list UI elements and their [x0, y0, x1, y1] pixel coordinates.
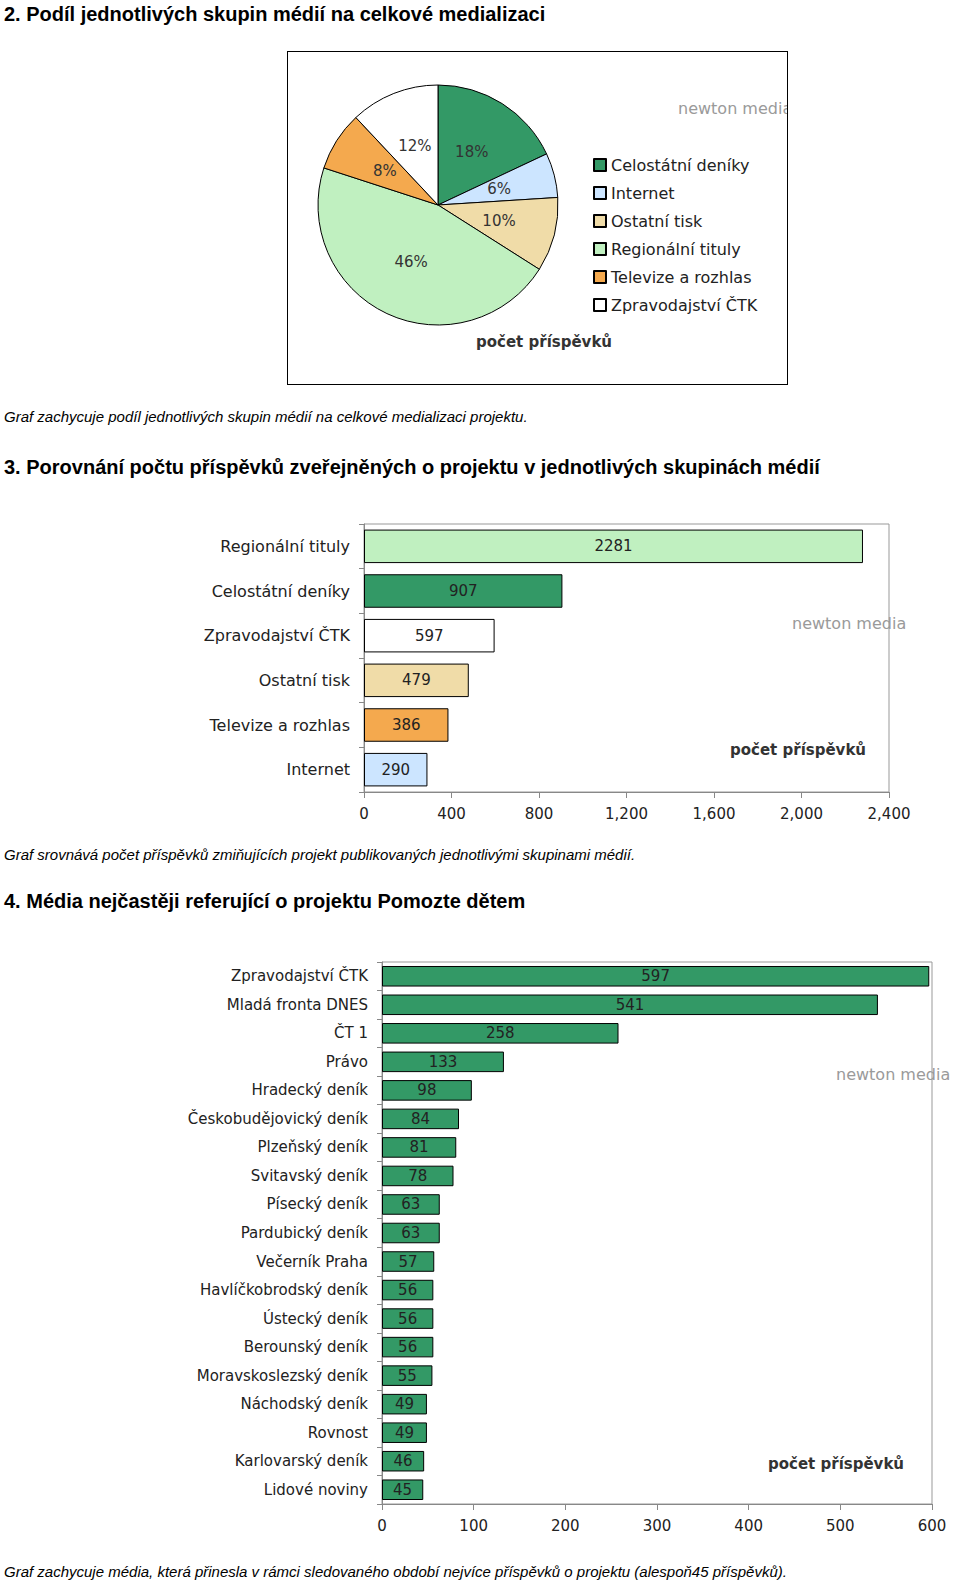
svg-text:12%: 12%: [398, 137, 431, 155]
svg-text:Hradecký deník: Hradecký deník: [251, 1081, 368, 1099]
svg-text:Televize a rozhlas: Televize a rozhlas: [209, 716, 350, 735]
svg-text:100: 100: [459, 1517, 488, 1535]
svg-text:258: 258: [486, 1024, 515, 1042]
svg-text:Plzeňský deník: Plzeňský deník: [257, 1138, 368, 1156]
svg-text:newton media: newton media: [836, 1065, 950, 1084]
svg-text:Ostatní tisk: Ostatní tisk: [259, 671, 351, 690]
svg-text:1,200: 1,200: [605, 805, 648, 823]
svg-text:46%: 46%: [395, 253, 428, 271]
svg-text:200: 200: [551, 1517, 580, 1535]
html-text:Graf zachycuje média, která př: Graf zachycuje média, která přinesla v r…: [4, 1563, 787, 1580]
svg-text:Rovnost: Rovnost: [308, 1424, 368, 1442]
svg-text:Svitavský deník: Svitavský deník: [251, 1167, 369, 1185]
svg-text:Pardubický deník: Pardubický deník: [241, 1224, 369, 1242]
svg-text:597: 597: [641, 967, 670, 985]
svg-text:Českobudějovický deník: Českobudějovický deník: [188, 1109, 368, 1128]
svg-text:Lidové noviny: Lidové noviny: [264, 1481, 368, 1499]
svg-text:newton media: newton media: [792, 614, 906, 633]
svg-text:Zpravodajství ČTK: Zpravodajství ČTK: [611, 296, 758, 315]
svg-text:ČT 1: ČT 1: [334, 1023, 368, 1042]
svg-text:Moravskoslezský deník: Moravskoslezský deník: [197, 1367, 369, 1385]
svg-text:Večerník Praha: Večerník Praha: [256, 1253, 368, 1271]
svg-text:Písecký deník: Písecký deník: [267, 1195, 369, 1213]
svg-text:57: 57: [399, 1253, 418, 1271]
html-text:Graf zachycuje podíl jednotliv: Graf zachycuje podíl jednotlivých skupin…: [4, 408, 528, 425]
svg-text:2,400: 2,400: [868, 805, 911, 823]
svg-text:18%: 18%: [455, 143, 488, 161]
svg-text:400: 400: [734, 1517, 763, 1535]
svg-text:98: 98: [417, 1081, 436, 1099]
svg-text:49: 49: [395, 1424, 414, 1442]
svg-text:84: 84: [411, 1110, 430, 1128]
svg-text:2281: 2281: [594, 537, 632, 555]
html-text:2. Podíl jednotlivých skupin m: 2. Podíl jednotlivých skupin médií na ce…: [4, 3, 546, 25]
svg-text:počet příspěvků: počet příspěvků: [730, 741, 866, 759]
svg-text:Internet: Internet: [286, 760, 350, 779]
svg-text:81: 81: [410, 1138, 429, 1156]
svg-text:Televize a rozhlas: Televize a rozhlas: [610, 268, 751, 287]
svg-text:počet příspěvků: počet příspěvků: [476, 333, 612, 351]
svg-text:počet příspěvků: počet příspěvků: [768, 1455, 904, 1473]
svg-text:133: 133: [429, 1053, 458, 1071]
svg-text:6%: 6%: [487, 180, 511, 198]
svg-text:56: 56: [398, 1338, 417, 1356]
svg-text:2,000: 2,000: [780, 805, 823, 823]
svg-text:400: 400: [437, 805, 466, 823]
svg-text:Karlovarský deník: Karlovarský deník: [235, 1452, 369, 1470]
svg-text:newton media: newton media: [678, 99, 787, 118]
svg-text:0: 0: [377, 1517, 387, 1535]
html-text:Graf srovnává počet příspěvků: Graf srovnává počet příspěvků zmiňujícíc…: [4, 846, 636, 863]
html-text:3. Porovnání počtu příspěvků z: 3. Porovnání počtu příspěvků zveřejněnýc…: [4, 456, 820, 478]
svg-text:45: 45: [393, 1481, 412, 1499]
svg-text:Celostátní deníky: Celostátní deníky: [212, 582, 350, 601]
svg-text:Ústecký deník: Ústecký deník: [263, 1309, 368, 1328]
svg-text:78: 78: [408, 1167, 427, 1185]
svg-text:56: 56: [398, 1281, 417, 1299]
svg-text:Internet: Internet: [611, 184, 675, 203]
svg-text:541: 541: [616, 996, 645, 1014]
svg-text:300: 300: [643, 1517, 672, 1535]
svg-text:Regionální tituly: Regionální tituly: [611, 240, 741, 259]
svg-text:386: 386: [392, 716, 421, 734]
svg-text:Havlíčkobrodský deník: Havlíčkobrodský deník: [200, 1281, 368, 1299]
html-text:4. Média nejčastěji referující: 4. Média nejčastěji referující o projekt…: [4, 890, 526, 912]
svg-text:Regionální tituly: Regionální tituly: [220, 537, 350, 556]
svg-text:Zpravodajství ČTK: Zpravodajství ČTK: [231, 966, 369, 985]
svg-text:479: 479: [402, 671, 431, 689]
svg-text:Zpravodajství ČTK: Zpravodajství ČTK: [204, 626, 351, 645]
svg-text:Ostatní tisk: Ostatní tisk: [611, 212, 703, 231]
svg-text:Právo: Právo: [326, 1053, 368, 1071]
svg-text:600: 600: [918, 1517, 947, 1535]
svg-text:597: 597: [415, 627, 444, 645]
svg-text:0: 0: [359, 805, 369, 823]
svg-text:500: 500: [826, 1517, 855, 1535]
svg-text:Celostátní deníky: Celostátní deníky: [611, 156, 749, 175]
svg-text:56: 56: [398, 1310, 417, 1328]
svg-text:46: 46: [394, 1452, 413, 1470]
svg-text:800: 800: [525, 805, 554, 823]
svg-text:907: 907: [449, 582, 478, 600]
svg-text:Berounský deník: Berounský deník: [244, 1338, 369, 1356]
svg-text:Náchodský deník: Náchodský deník: [240, 1395, 368, 1413]
svg-text:49: 49: [395, 1395, 414, 1413]
svg-text:55: 55: [398, 1367, 417, 1385]
svg-text:8%: 8%: [373, 162, 397, 180]
svg-text:Mladá fronta DNES: Mladá fronta DNES: [227, 996, 368, 1014]
svg-text:1,600: 1,600: [693, 805, 736, 823]
svg-text:63: 63: [401, 1224, 420, 1242]
svg-text:63: 63: [401, 1195, 420, 1213]
svg-text:10%: 10%: [482, 212, 515, 230]
svg-text:290: 290: [381, 761, 410, 779]
